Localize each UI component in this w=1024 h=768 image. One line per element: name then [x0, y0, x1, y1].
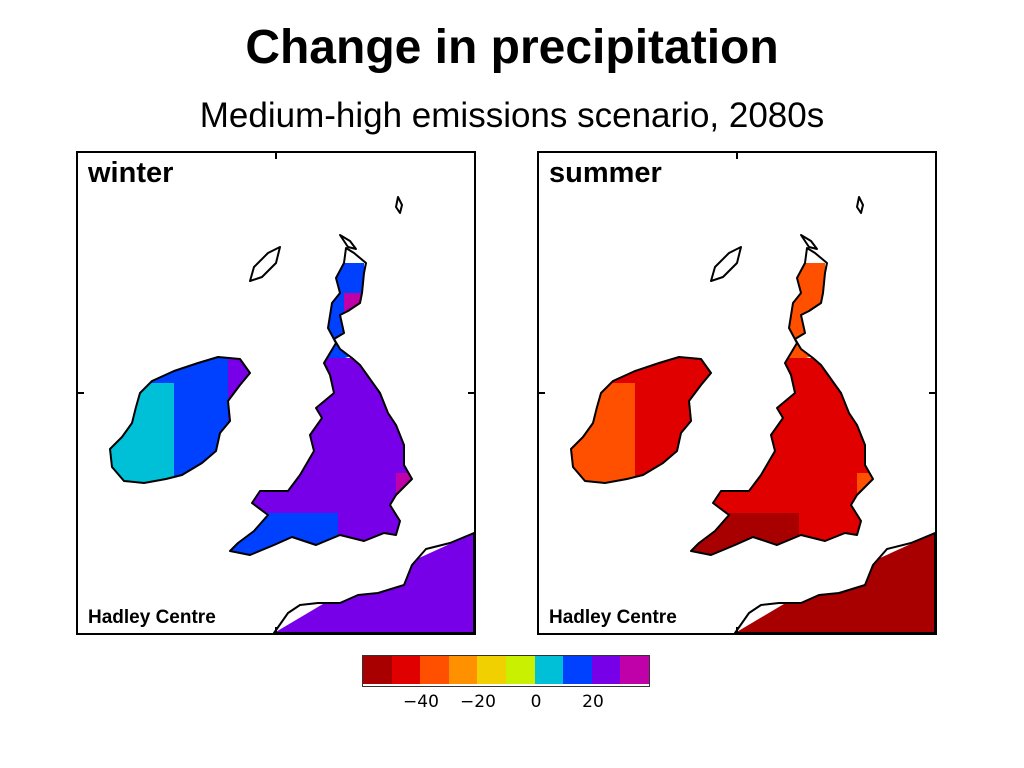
grid-cell-region [274, 533, 474, 633]
summer-map [539, 153, 935, 633]
legend-color-swatch [505, 656, 535, 684]
panel-label-summer: summer [549, 157, 662, 189]
legend-color-swatch [448, 656, 478, 684]
legend-color-swatch [563, 656, 592, 684]
legend-tick-label: −20 [460, 692, 496, 712]
legend-tick-label: 0 [530, 692, 542, 712]
coastline [229, 247, 413, 556]
legend-color-swatch [477, 656, 506, 684]
legend-color-swatch [391, 656, 421, 684]
grid-cell-region [284, 263, 328, 328]
grid-cell-region [689, 513, 799, 558]
credit-label-summer: Hadley Centre [549, 607, 677, 628]
legend-tick-label: −40 [403, 692, 439, 712]
coastline [395, 196, 403, 214]
precipitation-change-cells [110, 263, 474, 633]
grid-cell-region [396, 473, 420, 498]
summer-map-panel: summer Hadley Centre [537, 151, 937, 635]
legend-color-swatch [591, 656, 621, 684]
legend-color-swatch [420, 656, 449, 684]
page-subtitle: Medium-high emissions scenario, 2080s [199, 96, 825, 135]
grid-cell-region [228, 513, 338, 558]
coastline [800, 234, 818, 250]
precipitation-change-cells [571, 263, 935, 633]
legend-color-swatch [363, 656, 392, 684]
legend-color-swatch [534, 656, 564, 684]
legend-color-swatch [620, 656, 649, 684]
coastline [710, 246, 742, 282]
grid-cell-region [110, 383, 174, 483]
coastline [339, 234, 357, 250]
coastline [109, 356, 251, 484]
coastline [570, 356, 712, 484]
legend-tick-label: 20 [582, 692, 604, 712]
grid-cell-region [571, 383, 635, 483]
grid-cell-region [857, 473, 881, 498]
coastline [856, 196, 864, 214]
coastline [690, 247, 874, 556]
credit-label-winter: Hadley Centre [88, 607, 216, 628]
grid-cell-region [745, 263, 789, 328]
winter-map [78, 153, 474, 633]
panel-label-winter: winter [88, 157, 174, 189]
coastline [249, 246, 281, 282]
grid-cell-region [735, 533, 935, 633]
color-scale-legend [362, 655, 650, 687]
page-title: Change in precipitation [245, 21, 779, 74]
winter-map-panel: winter Hadley Centre [76, 151, 476, 635]
